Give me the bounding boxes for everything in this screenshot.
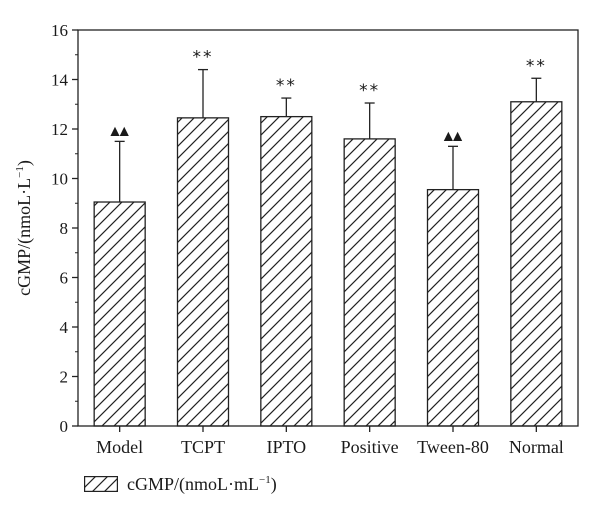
plot-frame (77, 29, 579, 427)
y-tick-label: 14 (51, 71, 69, 90)
significance-marker: ** (359, 81, 380, 101)
significance-marker: ** (193, 48, 214, 68)
legend-label: cGMP/(nmoL·mL−1) (127, 473, 277, 494)
bar-positive (343, 138, 396, 427)
y-tick-label: 12 (51, 120, 68, 139)
significance-marker: ** (526, 56, 547, 76)
y-tick-label: 0 (60, 417, 69, 436)
y-tick-label: 16 (51, 21, 68, 40)
plot-area: 0 2 4 6 8 10 12 14 16 cGMP/(nmoL·L−1) ▲▲ Model ** TCP… (14, 21, 579, 457)
bar-tcpt (176, 117, 230, 427)
y-tick-label: 10 (51, 170, 68, 189)
y-tick-label: 2 (60, 368, 69, 387)
bar-model (93, 201, 146, 427)
x-tick-label: Positive (341, 437, 399, 457)
legend-swatch (84, 476, 118, 492)
x-tick-label: Model (96, 437, 143, 457)
bar-chart: 0 2 4 6 8 10 12 14 16 cGMP/(nmoL·L−1) ▲▲ Model ** TCP… (14, 21, 579, 457)
significance-marker: ** (276, 76, 297, 96)
bar-tween-80 (426, 188, 480, 427)
x-tick-label: Normal (509, 437, 564, 457)
y-axis-label: cGMP/(nmoL·L−1) (14, 160, 35, 296)
x-tick-label: IPTO (266, 437, 306, 457)
x-tick-label: Tween-80 (417, 437, 489, 457)
legend: cGMP/(nmoL·mL−1) (84, 472, 277, 496)
y-tick-label: 6 (60, 269, 69, 288)
significance-marker: ▲▲ (110, 123, 129, 137)
significance-marker: ▲▲ (444, 128, 463, 142)
y-tick-label: 8 (60, 219, 69, 238)
bar-normal (510, 101, 563, 427)
y-tick-label: 4 (60, 318, 69, 337)
bar-ipto (260, 115, 313, 427)
x-tick-label: TCPT (181, 437, 225, 457)
